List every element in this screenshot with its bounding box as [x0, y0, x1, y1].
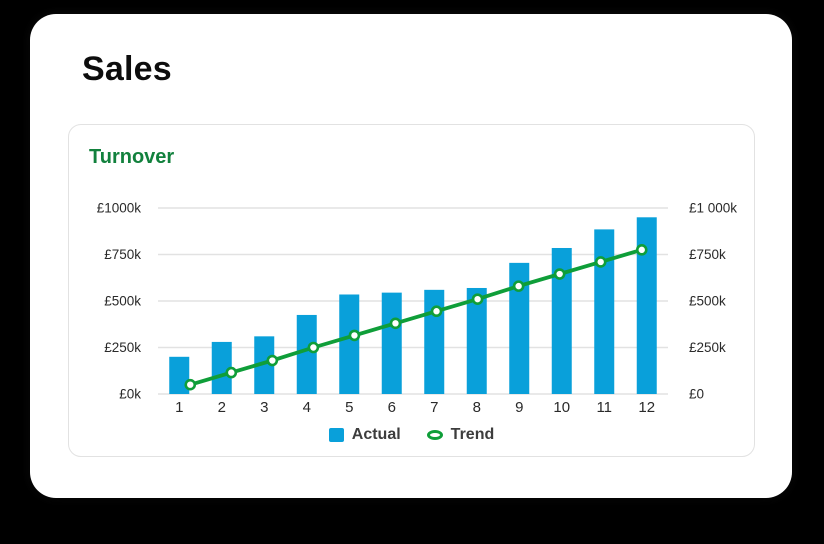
legend-trend-marker-icon	[426, 430, 443, 440]
legend-trend-label: Trend	[450, 426, 495, 443]
trend-marker-month-8	[471, 293, 484, 305]
turnover-chart-card: Turnover £0k £0 £250k £250k £500k £500k £750k £…	[68, 124, 755, 457]
trend-marker-month-11	[594, 256, 607, 268]
trend-marker-month-5	[348, 329, 361, 342]
trend-marker-month-9	[512, 280, 525, 292]
y-axis-left-tick: £0k	[119, 387, 141, 402]
actual-bar-month-5	[339, 294, 360, 394]
x-axis-label: 9	[515, 399, 523, 416]
actual-bar-month-3	[254, 336, 275, 394]
y-axis-right-tick: £250k	[689, 340, 726, 355]
y-axis-right-tick: £500k	[689, 294, 726, 309]
turnover-chart: £0k £0 £250k £250k £500k £500k £750k £750k £1000…	[97, 201, 738, 417]
sales-card: Sales Turnover £0k £0 £250k £250k £500k £500k…	[30, 14, 792, 498]
actual-bar-month-11	[594, 229, 615, 394]
y-axis-left-tick: £500k	[104, 294, 141, 309]
trend-marker-month-7	[430, 305, 443, 318]
actual-bar-month-9	[509, 262, 530, 394]
trend-line	[188, 247, 644, 387]
y-axis-left-tick: £750k	[104, 247, 141, 262]
x-axis-label: 10	[553, 399, 570, 416]
y-axis-right-tick: £0	[689, 387, 704, 402]
actual-bar-month-7	[424, 289, 445, 394]
actual-bar-month-1	[169, 356, 190, 394]
y-axis-right-tick: £750k	[689, 247, 726, 262]
y-axis-left-tick: £1000k	[97, 201, 142, 216]
chart-title: Turnover	[89, 146, 175, 168]
actual-bar-month-2	[211, 341, 232, 394]
page-title: Sales	[82, 50, 172, 88]
chart-legend: Actual Trend	[69, 426, 754, 444]
x-axis-label: 3	[260, 399, 268, 416]
x-axis-label: 11	[596, 399, 612, 416]
trend-marker-month-1	[184, 378, 197, 391]
x-axis-label: 7	[430, 399, 438, 416]
x-axis-label: 5	[345, 399, 353, 416]
y-axis-right-tick: £1 000k	[689, 201, 737, 216]
y-axis-left-tick: £250k	[104, 340, 141, 355]
x-axis-label: 2	[218, 399, 226, 416]
trend-marker-month-4	[307, 341, 320, 354]
legend-actual-swatch-icon	[328, 428, 344, 442]
trend-marker-month-2	[225, 366, 238, 379]
actual-bar-month-6	[381, 292, 402, 394]
x-axis-label: 1	[175, 399, 183, 416]
x-axis-label: 6	[388, 399, 396, 416]
x-axis-label: 4	[303, 399, 311, 416]
trend-marker-month-12	[635, 244, 648, 256]
x-axis-label: 8	[473, 399, 481, 416]
trend-marker-month-3	[266, 354, 279, 367]
legend-actual-label: Actual	[351, 426, 401, 443]
legend-item-actual: Actual	[328, 426, 401, 444]
legend-item-trend: Trend	[426, 426, 495, 444]
trend-marker-month-6	[389, 317, 402, 330]
actual-bar-month-8	[466, 287, 487, 394]
trend-marker-month-10	[553, 268, 566, 280]
x-axis-label: 12	[638, 399, 655, 416]
actual-bar-month-10	[551, 247, 572, 394]
actual-bar-month-12	[636, 217, 657, 394]
actual-bar-month-4	[296, 314, 317, 394]
